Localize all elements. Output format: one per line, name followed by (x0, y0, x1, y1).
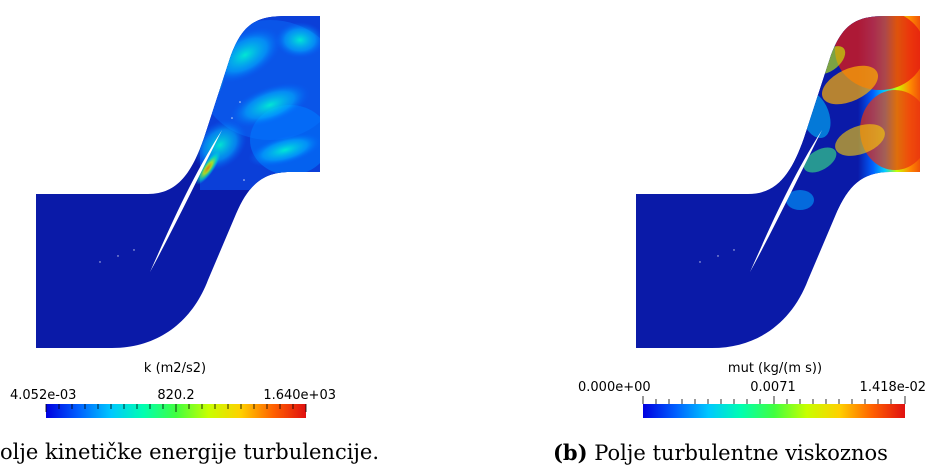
k-field-contour (36, 16, 320, 348)
colorbar-b-ticks (642, 396, 906, 404)
colorbar-b-gradient (643, 404, 905, 418)
mesh-speckles (699, 249, 735, 263)
caption-a: olje kinetičke energije turbulencije. (0, 440, 379, 464)
colorbar-b-title: mut (kg/(m s)) (728, 361, 822, 376)
colorbar-b-min: 0.000e+00 (578, 380, 651, 395)
blade-upper (752, 44, 824, 190)
blade-lower (750, 130, 822, 272)
colorbar-a-min: 4.052e-03 (10, 388, 76, 403)
blade-upper (152, 44, 224, 190)
colorbar-b-mid: 0.0071 (750, 380, 796, 395)
panel-b: mut (kg/(m s)) 0.000e+00 0.0071 1.418e-0… (578, 16, 926, 418)
colorbar-a-mid: 820.2 (157, 388, 194, 403)
colorbar-a-title: k (m2/s2) (144, 361, 206, 376)
caption-b-text: Polje turbulentne viskoznos (587, 441, 888, 465)
mut-field-contour (636, 16, 920, 348)
panel-a: k (m2/s2) 4.052e-03 820.2 1.640e+03 (10, 16, 336, 418)
blade-lower (150, 130, 222, 272)
colorbar-a-ticks (45, 404, 307, 412)
caption-b: (b) Polje turbulentne viskoznos (553, 440, 888, 465)
caption-b-label: (b) (553, 440, 588, 465)
mesh-speckles (99, 101, 245, 263)
caption-a-text: olje kinetičke energije turbulencije. (0, 440, 380, 464)
colorbar-a-max: 1.640e+03 (263, 388, 336, 403)
colorbar-b-max: 1.418e-02 (860, 380, 926, 395)
